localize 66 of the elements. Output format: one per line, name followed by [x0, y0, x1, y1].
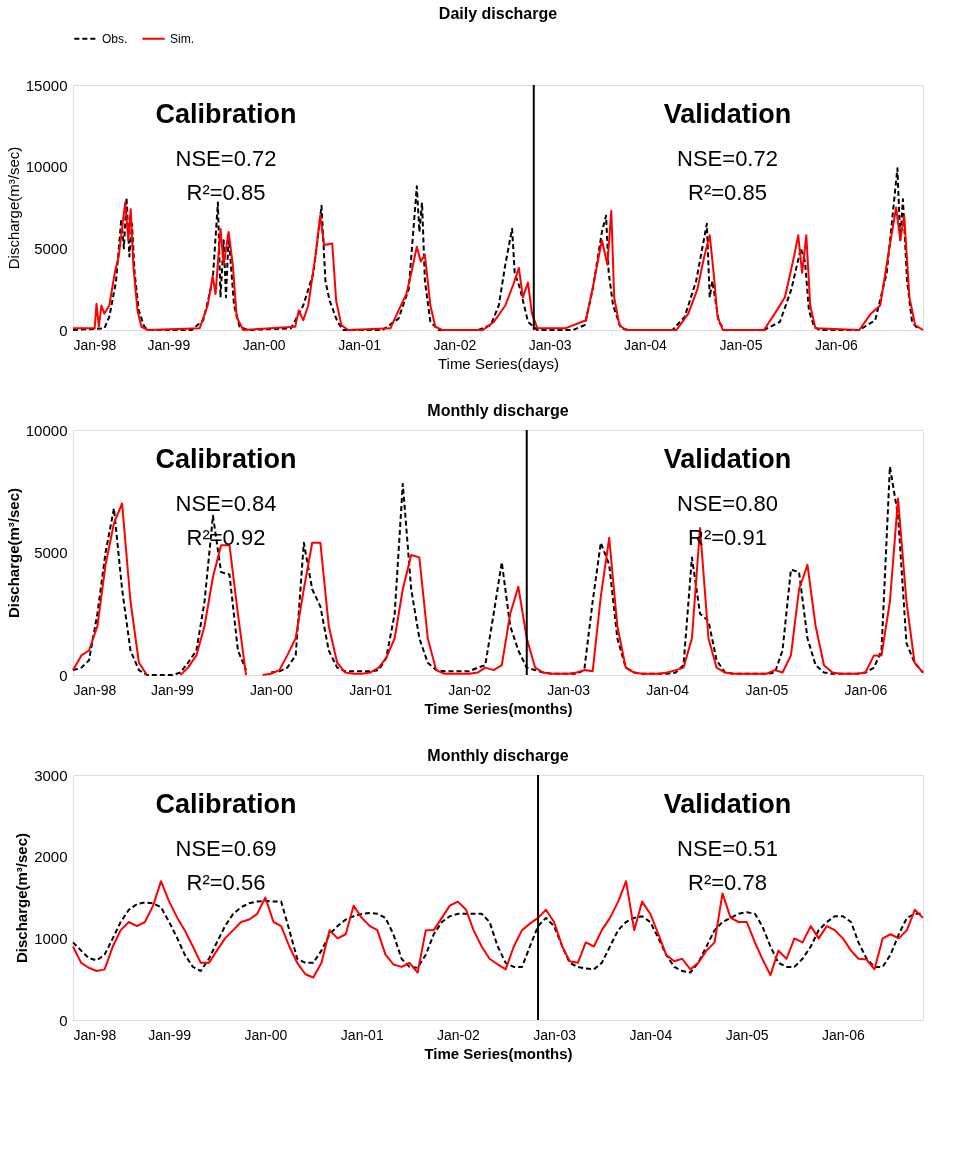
y-tick-label: 2000 [34, 848, 68, 866]
annotation: NSE=0.69 [175, 835, 277, 861]
x-tick-label: Jan-05 [719, 336, 763, 353]
legend-label: Obs. [102, 31, 128, 46]
annotation: Validation [663, 99, 792, 130]
annotation: R²=0.85 [688, 180, 767, 205]
annotation: Calibration [155, 99, 297, 130]
y-tick-label: 3000 [34, 766, 68, 784]
x-tick-label: Jan-06 [844, 681, 888, 698]
x-tick-label: Jan-00 [242, 336, 286, 353]
x-tick-label: Jan-01 [338, 336, 382, 353]
y-tick-label: 1000 [34, 929, 68, 947]
x-tick-label: Jan-06 [821, 1026, 866, 1043]
x-tick-label: Jan-04 [646, 681, 690, 698]
chart-title: Monthly discharge [427, 402, 569, 419]
y-tick-label: 0 [59, 321, 68, 339]
x-tick-label: Jan-98 [73, 1026, 117, 1043]
x-tick-label: Jan-01 [349, 681, 393, 698]
x-tick-label: Jan-99 [151, 681, 195, 698]
x-tick-label: Jan-04 [624, 336, 668, 353]
x-axis-title: Time Series(months) [424, 699, 573, 717]
y-axis-title: Discharge(m³/sec) [4, 146, 22, 270]
x-axis-title: Time Series(days) [437, 354, 560, 372]
annotation: Calibration [155, 789, 297, 820]
y-tick-label: 10000 [25, 421, 68, 439]
x-tick-label: Jan-00 [244, 1026, 288, 1043]
annotation: NSE=0.51 [677, 835, 778, 861]
annotation: NSE=0.80 [677, 490, 778, 516]
x-tick-label: Jan-04 [629, 1026, 673, 1043]
y-tick-label: 5000 [34, 239, 68, 257]
x-tick-label: Jan-01 [340, 1026, 384, 1043]
x-axis-title: Time Series(months) [424, 1044, 573, 1062]
line-series [72, 201, 924, 331]
x-tick-label: Jan-02 [437, 1026, 481, 1043]
x-tick-label: Jan-99 [147, 336, 191, 353]
annotation: Calibration [155, 444, 297, 475]
annotation: NSE=0.72 [677, 145, 778, 171]
annotation: Validation [663, 789, 792, 820]
chart-title: Daily discharge [438, 5, 558, 22]
x-tick-label: Jan-00 [250, 681, 294, 698]
y-tick-label: 10000 [25, 158, 68, 176]
x-tick-label: Jan-05 [725, 1026, 769, 1043]
y-axis-title: Discharge(m³/sec) [13, 832, 31, 964]
annotation: Validation [663, 444, 792, 475]
x-tick-label: Jan-02 [448, 681, 492, 698]
x-tick-label: Jan-03 [533, 1026, 577, 1043]
legend-label: Sim. [170, 31, 194, 46]
annotation: R²=0.85 [186, 180, 266, 205]
x-tick-label: Jan-06 [814, 336, 858, 353]
x-tick-label: Jan-03 [547, 681, 591, 698]
y-tick-label: 0 [59, 666, 68, 684]
y-axis-title: Discharge(m³/sec) [4, 487, 22, 619]
y-tick-label: 0 [59, 1011, 68, 1029]
annotation: R²=0.56 [186, 870, 266, 895]
annotation: NSE=0.72 [175, 145, 277, 171]
x-tick-label: Jan-99 [148, 1026, 192, 1043]
x-tick-label: Jan-03 [528, 336, 572, 353]
x-tick-label: Jan-02 [433, 336, 477, 353]
chart-title: Monthly discharge [427, 747, 569, 764]
y-tick-label: 5000 [34, 544, 68, 561]
x-tick-label: Jan-98 [73, 681, 117, 698]
annotation: NSE=0.84 [175, 490, 277, 516]
annotation: R²=0.78 [688, 870, 767, 895]
x-tick-label: Jan-98 [73, 336, 117, 353]
y-tick-label: 15000 [25, 76, 68, 94]
x-tick-label: Jan-05 [745, 681, 789, 698]
